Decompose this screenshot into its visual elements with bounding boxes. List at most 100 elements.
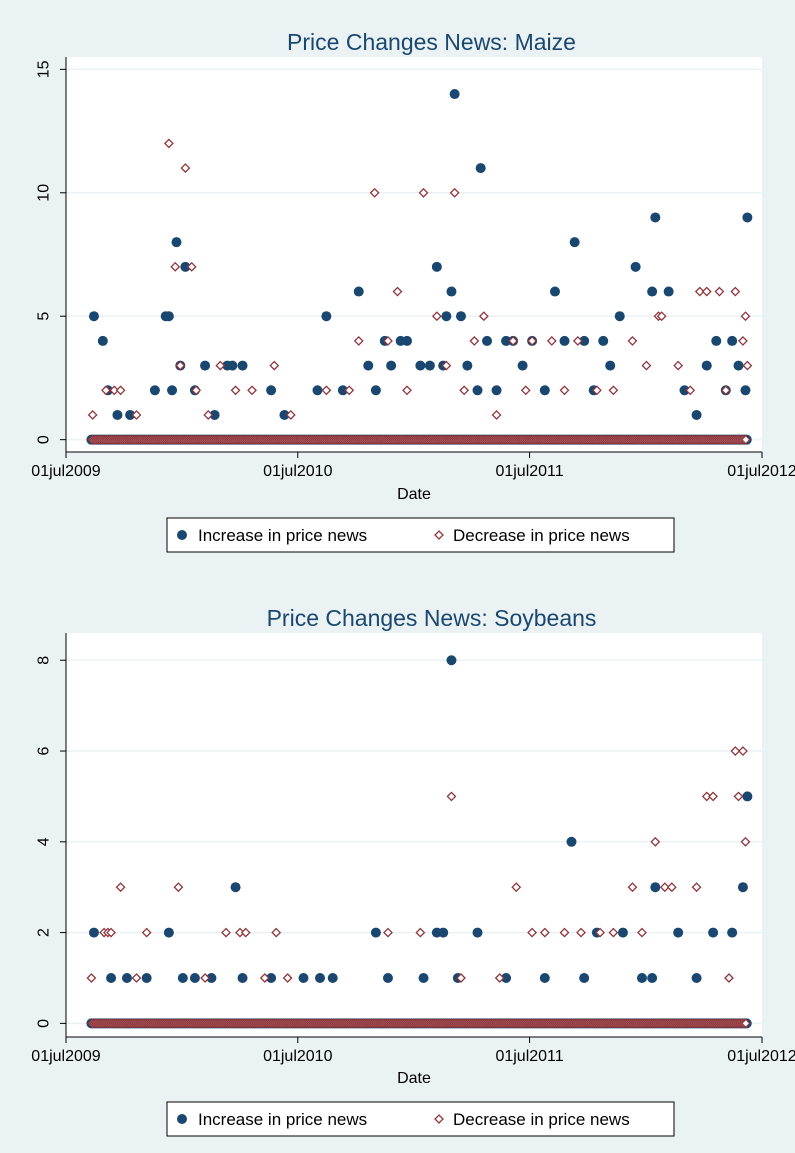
point-increase: [598, 335, 609, 346]
point-decrease: [131, 410, 142, 420]
point-decrease: [608, 927, 619, 938]
point-increase: [569, 237, 580, 248]
point-increase: [617, 927, 628, 938]
legend: Increase in price news Decrease in price …: [166, 517, 675, 553]
x-tick-label: 01jul2012: [727, 463, 795, 480]
point-decrease: [369, 187, 380, 198]
point-decrease: [494, 973, 505, 983]
legend-label-increase: Increase in price news: [198, 1110, 367, 1129]
y-tick-label: 5: [36, 312, 53, 321]
point-decrease: [101, 385, 111, 396]
point-decrease: [115, 882, 126, 893]
point-increase: [472, 927, 483, 938]
chart-panel-1: Price Changes News: Maize 0 5 10 15 01jul2009…: [31, 29, 795, 553]
point-decrease: [572, 335, 583, 346]
point-decrease: [247, 385, 257, 396]
point-increase: [650, 212, 661, 223]
point-increase: [141, 972, 152, 983]
point-decrease: [469, 335, 480, 346]
point-decrease: [259, 973, 270, 983]
point-increase: [424, 360, 435, 371]
point-decrease: [191, 385, 202, 396]
point-increase: [711, 335, 722, 346]
point-decrease: [738, 746, 748, 756]
point-increase: [673, 927, 684, 938]
legend-marker-decrease: [434, 530, 444, 540]
point-decrease: [383, 927, 393, 938]
point-decrease: [109, 385, 120, 396]
point-increase: [650, 882, 661, 893]
y-tick-label: 4: [36, 837, 53, 846]
point-increase: [605, 360, 616, 371]
point-increase: [701, 360, 712, 371]
point-increase: [382, 972, 393, 983]
point-decrease: [87, 410, 98, 420]
point-increase: [482, 335, 493, 346]
point-increase: [230, 882, 241, 893]
point-increase: [370, 385, 381, 396]
point-increase: [491, 385, 502, 396]
point-decrease: [415, 927, 426, 938]
point-increase: [733, 360, 744, 371]
point-decrease: [673, 360, 684, 371]
point-decrease-zero: [740, 434, 751, 445]
point-increase: [446, 286, 457, 297]
point-increase: [727, 335, 738, 346]
data-points: [86, 655, 753, 1029]
y-tick-label: 0: [36, 1019, 53, 1028]
point-increase: [327, 972, 338, 983]
point-decrease: [170, 261, 181, 272]
point-increase: [177, 972, 188, 983]
point-decrease: [418, 187, 429, 198]
point-increase: [237, 360, 248, 371]
point-increase: [691, 972, 702, 983]
legend-marker-increase: [177, 530, 187, 540]
point-increase: [566, 836, 577, 847]
point-decrease: [402, 385, 412, 396]
point-increase: [206, 972, 217, 983]
point-decrease: [200, 973, 210, 983]
point-decrease: [641, 360, 652, 371]
point-decrease: [86, 973, 97, 983]
point-decrease: [701, 286, 712, 297]
point-decrease: [175, 360, 186, 371]
point-decrease: [271, 927, 282, 938]
point-increase: [539, 972, 550, 983]
point-increase: [446, 655, 457, 666]
point-increase: [727, 927, 738, 938]
point-decrease: [163, 138, 174, 149]
point-increase: [630, 261, 641, 272]
point-decrease: [627, 882, 638, 893]
point-increase: [279, 409, 290, 420]
point-decrease: [685, 385, 696, 396]
point-increase: [125, 409, 136, 420]
point-decrease: [724, 973, 734, 983]
x-axis-label: Date: [397, 1070, 431, 1087]
point-decrease: [740, 311, 751, 322]
point-increase: [647, 972, 658, 983]
point-decrease: [511, 882, 522, 893]
point-increase: [237, 972, 248, 983]
point-increase: [740, 385, 751, 396]
point-decrease: [459, 385, 470, 396]
point-increase: [189, 972, 200, 983]
point-increase: [462, 360, 473, 371]
point-increase: [415, 360, 426, 371]
plot-area: [66, 633, 762, 1037]
legend-box: [166, 1101, 675, 1137]
point-decrease: [115, 385, 126, 396]
point-increase: [742, 791, 753, 802]
x-tick-label: 01jul2011: [495, 1048, 563, 1065]
point-increase: [370, 927, 381, 938]
point-increase: [579, 335, 590, 346]
point-decrease: [141, 927, 152, 938]
point-decrease: [627, 335, 638, 346]
point-increase: [559, 335, 570, 346]
point-increase: [475, 163, 486, 174]
x-axis-label: Date: [397, 486, 431, 503]
point-increase: [647, 286, 658, 297]
x-tick-label: 01jul2012: [727, 1048, 795, 1065]
point-decrease: [282, 973, 293, 983]
point-increase: [517, 360, 528, 371]
point-increase: [149, 385, 160, 396]
